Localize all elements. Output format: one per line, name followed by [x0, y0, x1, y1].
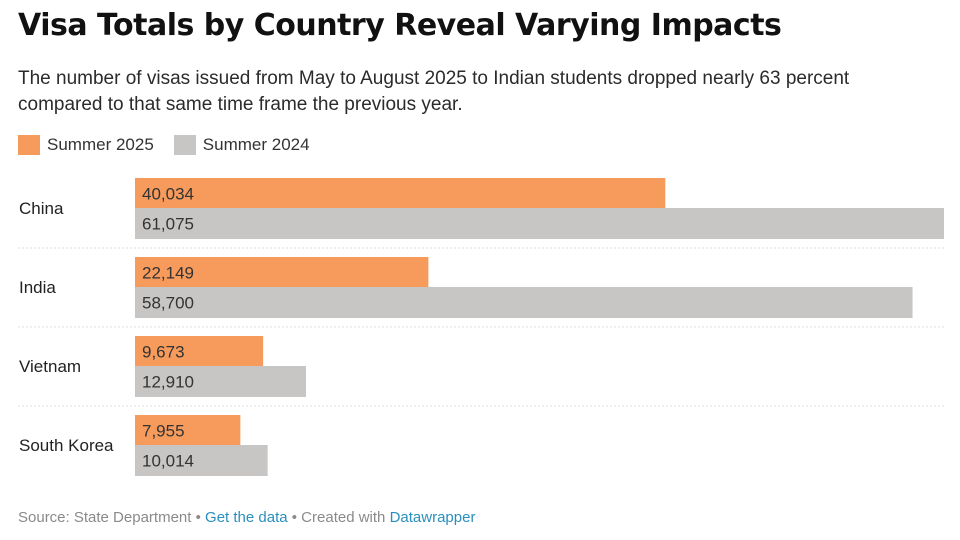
- chart-title: Visa Totals by Country Reveal Varying Im…: [18, 8, 782, 43]
- datawrapper-link[interactable]: Datawrapper: [389, 509, 476, 526]
- created-with-text: • Created with: [287, 509, 390, 526]
- category-label-india: India: [19, 278, 56, 297]
- bar-india-summer-2024: [135, 287, 913, 318]
- chart-subtitle: The number of visas issued from May to A…: [18, 68, 850, 115]
- footer-separator: •: [191, 509, 206, 526]
- legend-label-summer-2025: Summer 2025: [47, 135, 154, 154]
- bar-vietnam-summer-2024: [135, 366, 307, 397]
- bar-chart: China 40,034 61,075 India 22,149 58,700 Vietna…: [18, 178, 944, 476]
- bar-south-korea-summer-2024: [135, 445, 268, 476]
- bar-china-summer-2024: [135, 208, 944, 239]
- value-label-vietnam-summer-2024: 12,910: [142, 373, 194, 392]
- bar-india-summer-2025: [135, 257, 429, 288]
- bar-china-summer-2025: [135, 178, 666, 209]
- value-label-south-korea-summer-2025: 7,955: [142, 422, 185, 441]
- bar-south-korea-summer-2025: [135, 415, 241, 446]
- legend-swatch-summer-2025: [18, 135, 40, 155]
- get-the-data-link[interactable]: Get the data: [205, 509, 288, 526]
- legend-item-summer-2024: Summer 2024: [173, 135, 310, 155]
- value-label-india-summer-2025: 22,149: [142, 264, 194, 283]
- category-label-south-korea: South Korea: [19, 436, 114, 455]
- bar-vietnam-summer-2025: [135, 336, 264, 367]
- value-label-south-korea-summer-2024: 10,014: [142, 452, 194, 471]
- legend-item-summer-2025: Summer 2025: [18, 135, 154, 155]
- category-label-vietnam: Vietnam: [19, 357, 81, 376]
- footer: Source: State Department • Get the data …: [18, 509, 475, 526]
- value-label-india-summer-2024: 58,700: [142, 294, 194, 313]
- source-text: Source: State Department: [18, 509, 192, 526]
- legend-swatch-summer-2024: [173, 135, 196, 155]
- legend-label-summer-2024: Summer 2024: [202, 135, 310, 154]
- value-label-china-summer-2025: 40,034: [142, 185, 194, 204]
- category-label-china: China: [19, 199, 64, 218]
- legend: Summer 2025 Summer 2024: [18, 135, 330, 155]
- value-label-vietnam-summer-2025: 9,673: [142, 343, 185, 362]
- value-label-china-summer-2024: 61,075: [142, 215, 194, 234]
